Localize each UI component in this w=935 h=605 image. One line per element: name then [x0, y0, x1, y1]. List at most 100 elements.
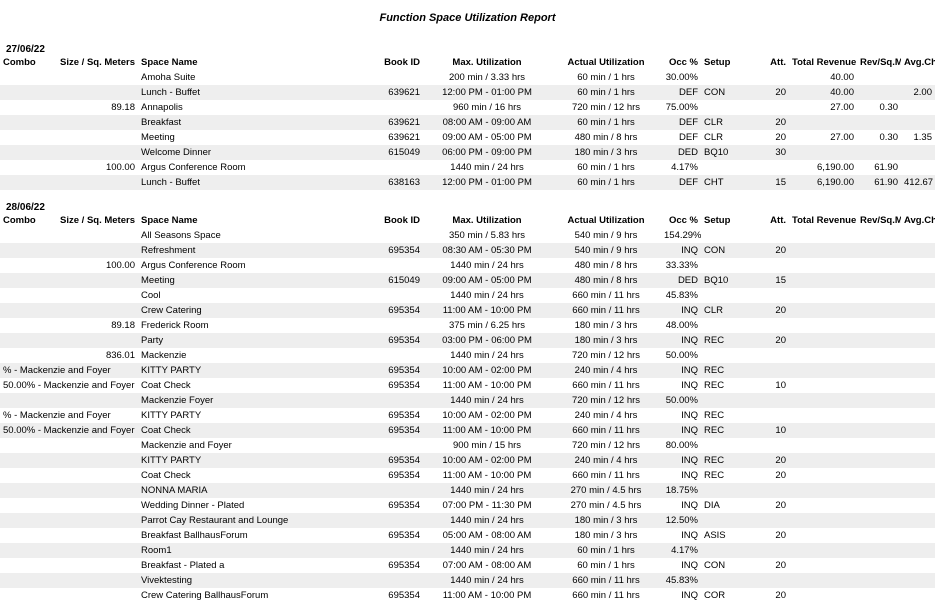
cell-rev [789, 528, 857, 543]
cell-att: 10 [743, 423, 789, 438]
cell-occ: INQ [661, 558, 701, 573]
table-row: Mackenzie and Foyer900 min / 15 hrs720 m… [0, 438, 935, 453]
cell-att: 30 [743, 145, 789, 160]
cell-rsqm [857, 393, 901, 408]
cell-space: Welcome Dinner [138, 145, 363, 160]
cell-setup: REC [701, 468, 743, 483]
cell-space: KITTY PARTY [138, 453, 363, 468]
cell-rsqm [857, 145, 901, 160]
cell-space: Crew Catering [138, 303, 363, 318]
utilization-table: ComboSize / Sq. MetersSpace NameBook IDM… [0, 55, 935, 190]
cell-space: Crew Catering BallhausForum [138, 588, 363, 603]
cell-rsqm [857, 453, 901, 468]
col-header: Space Name [138, 55, 363, 70]
cell-setup [701, 573, 743, 588]
cell-actu: 660 min / 11 hrs [551, 288, 661, 303]
cell-rev [789, 228, 857, 243]
cell-size [46, 513, 138, 528]
col-header: Rev/Sq.Meter [857, 213, 901, 228]
cell-book: 695354 [363, 423, 423, 438]
cell-combo [0, 438, 46, 453]
cell-avg [901, 303, 935, 318]
cell-rsqm [857, 423, 901, 438]
cell-actu: 720 min / 12 hrs [551, 393, 661, 408]
table-row: Coat Check69535411:00 AM - 10:00 PM660 m… [0, 468, 935, 483]
cell-maxu: 09:00 AM - 05:00 PM [423, 273, 551, 288]
cell-att: 20 [743, 85, 789, 100]
cell-actu: 660 min / 11 hrs [551, 378, 661, 393]
cell-att: 10 [743, 378, 789, 393]
cell-combo [0, 468, 46, 483]
table-row: Room11440 min / 24 hrs60 min / 1 hrs4.17… [0, 543, 935, 558]
cell-setup [701, 513, 743, 528]
cell-rev: 6,190.00 [789, 175, 857, 190]
cell-maxu: 08:30 AM - 05:30 PM [423, 243, 551, 258]
cell-rsqm [857, 303, 901, 318]
cell-avg [901, 228, 935, 243]
cell-avg [901, 528, 935, 543]
cell-avg [901, 333, 935, 348]
cell-book: 695354 [363, 453, 423, 468]
col-header: Att. [743, 213, 789, 228]
cell-book: 695354 [363, 528, 423, 543]
cell-maxu: 09:00 AM - 05:00 PM [423, 130, 551, 145]
table-row: Breakfast - Plated a69535407:00 AM - 08:… [0, 558, 935, 573]
cell-occ: INQ [661, 303, 701, 318]
cell-att [743, 100, 789, 115]
cell-occ: DEF [661, 85, 701, 100]
cell-combo [0, 145, 46, 160]
cell-actu: 720 min / 12 hrs [551, 348, 661, 363]
table-row: Crew Catering BallhausForum69535411:00 A… [0, 588, 935, 603]
cell-book [363, 318, 423, 333]
cell-setup [701, 318, 743, 333]
cell-maxu: 350 min / 5.83 hrs [423, 228, 551, 243]
table-row: Party69535403:00 PM - 06:00 PM180 min / … [0, 333, 935, 348]
cell-occ: INQ [661, 363, 701, 378]
cell-actu: 180 min / 3 hrs [551, 318, 661, 333]
cell-size: 89.18 [46, 100, 138, 115]
cell-maxu: 1440 min / 24 hrs [423, 573, 551, 588]
cell-occ: DED [661, 273, 701, 288]
cell-book: 695354 [363, 333, 423, 348]
cell-rsqm [857, 115, 901, 130]
cell-maxu: 11:00 AM - 10:00 PM [423, 588, 551, 603]
cell-size [46, 175, 138, 190]
cell-size [46, 333, 138, 348]
cell-space: Argus Conference Room [138, 160, 363, 175]
cell-size [46, 115, 138, 130]
cell-occ: 48.00% [661, 318, 701, 333]
col-header: Avg.Chk [901, 213, 935, 228]
cell-maxu: 900 min / 15 hrs [423, 438, 551, 453]
cell-avg [901, 558, 935, 573]
cell-rsqm [857, 573, 901, 588]
table-row: Parrot Cay Restaurant and Lounge1440 min… [0, 513, 935, 528]
table-row: Lunch - Buffet63962112:00 PM - 01:00 PM6… [0, 85, 935, 100]
table-row: Lunch - Buffet63816312:00 PM - 01:00 PM6… [0, 175, 935, 190]
cell-combo [0, 70, 46, 85]
cell-rsqm [857, 333, 901, 348]
cell-actu: 60 min / 1 hrs [551, 543, 661, 558]
table-row: Cool1440 min / 24 hrs660 min / 11 hrs45.… [0, 288, 935, 303]
cell-actu: 60 min / 1 hrs [551, 558, 661, 573]
cell-actu: 60 min / 1 hrs [551, 160, 661, 175]
cell-combo [0, 498, 46, 513]
cell-size: 89.18 [46, 318, 138, 333]
cell-book [363, 513, 423, 528]
cell-rev [789, 468, 857, 483]
cell-size [46, 85, 138, 100]
cell-space: Annapolis [138, 100, 363, 115]
cell-book [363, 100, 423, 115]
cell-rsqm [857, 348, 901, 363]
col-header: Total Revenue [789, 55, 857, 70]
cell-occ: INQ [661, 243, 701, 258]
cell-rev [789, 513, 857, 528]
cell-maxu: 07:00 AM - 08:00 AM [423, 558, 551, 573]
cell-maxu: 1440 min / 24 hrs [423, 393, 551, 408]
cell-size [46, 288, 138, 303]
cell-occ: INQ [661, 468, 701, 483]
cell-actu: 720 min / 12 hrs [551, 100, 661, 115]
cell-combo [0, 228, 46, 243]
cell-occ: 75.00% [661, 100, 701, 115]
cell-att [743, 393, 789, 408]
cell-space: Breakfast BallhausForum [138, 528, 363, 543]
